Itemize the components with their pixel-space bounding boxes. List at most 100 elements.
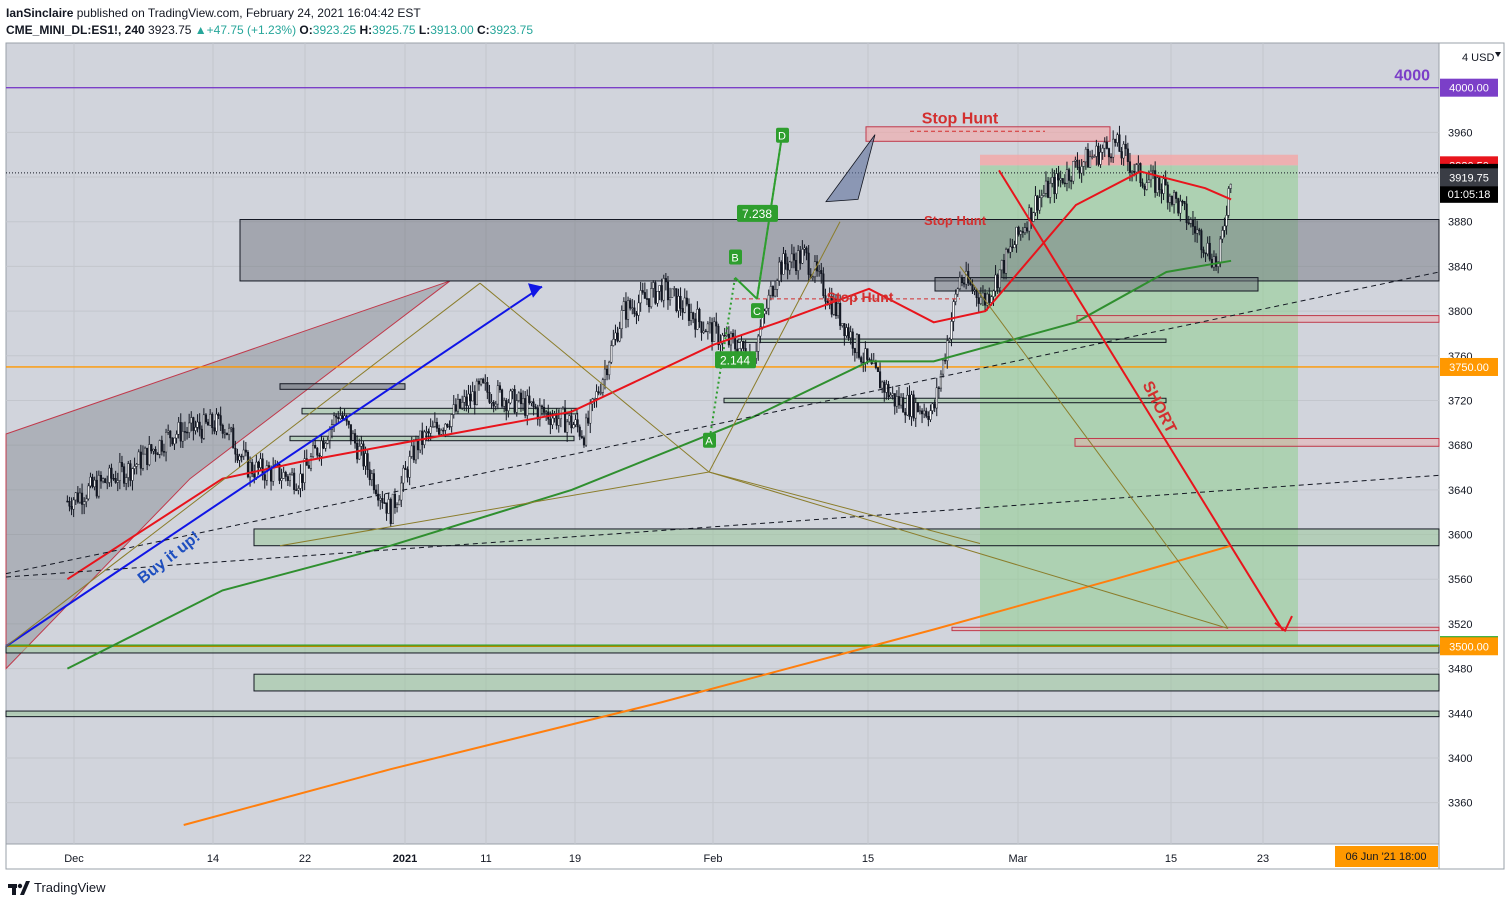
tradingview-logo-icon[interactable]	[8, 880, 30, 895]
candle	[123, 466, 126, 484]
candle	[526, 395, 529, 416]
candle	[1051, 176, 1054, 184]
x-tick-label: 19	[569, 853, 581, 865]
candle	[177, 422, 180, 435]
candle	[131, 468, 134, 481]
high-label: H:	[359, 23, 373, 37]
annotation-label: Stop Hunt	[922, 110, 999, 127]
candle	[891, 393, 894, 396]
candle	[832, 299, 835, 315]
candle	[339, 415, 342, 420]
candle	[641, 290, 644, 293]
candle	[198, 421, 201, 430]
candle	[1101, 147, 1104, 153]
candle	[1135, 164, 1138, 173]
candle	[1084, 148, 1087, 163]
candle	[1194, 226, 1197, 234]
candle	[232, 427, 235, 449]
candle	[446, 423, 449, 427]
y-tick-label: 3640	[1448, 485, 1472, 497]
candle	[893, 393, 896, 407]
triangle-line-d	[708, 471, 981, 544]
candle	[410, 445, 413, 457]
candle	[679, 295, 682, 309]
time-axis[interactable]	[5, 843, 1440, 870]
candle	[935, 387, 938, 409]
candle	[102, 478, 105, 482]
candle	[1030, 207, 1033, 222]
candle	[1189, 219, 1192, 224]
author-name[interactable]: IanSinclaire	[6, 6, 74, 20]
candle	[988, 293, 991, 303]
level-4000-label: 4000	[1394, 68, 1430, 85]
candle	[837, 303, 840, 317]
candle	[545, 411, 548, 414]
candle	[1080, 166, 1083, 174]
candle	[633, 307, 636, 314]
candle	[994, 274, 997, 292]
candle	[179, 422, 182, 442]
candle	[549, 419, 552, 426]
candle	[580, 436, 583, 438]
candle	[702, 330, 705, 333]
candle	[406, 469, 409, 478]
candle	[1047, 180, 1050, 198]
stop-zone	[980, 154, 1298, 166]
x-tick-label: 2021	[393, 853, 417, 865]
candle	[221, 425, 224, 434]
candle	[301, 473, 304, 483]
price-tag-bg	[1440, 637, 1498, 656]
candle	[114, 478, 117, 483]
red-line-zone-1	[1076, 315, 1440, 323]
candle	[973, 289, 976, 292]
candle	[916, 402, 919, 413]
y-tick-label: 3840	[1448, 261, 1472, 273]
candle	[1227, 188, 1230, 216]
candle	[977, 297, 980, 304]
price-change: +47.75 (+1.23%)	[206, 23, 297, 37]
candle	[574, 419, 577, 425]
candle	[414, 438, 418, 461]
x-tick-label: 11	[480, 853, 491, 865]
candle	[513, 389, 516, 413]
footer-brand[interactable]: TradingView	[34, 880, 106, 895]
candle	[1097, 145, 1100, 165]
symbol-label[interactable]: CME_MINI_DL:ES1!, 240	[6, 23, 145, 37]
candle	[1070, 180, 1073, 182]
candle	[654, 282, 657, 304]
candle	[72, 499, 75, 510]
candle	[1219, 238, 1222, 263]
candle	[610, 345, 613, 363]
candle	[85, 498, 88, 502]
candle	[637, 302, 640, 316]
candle	[284, 472, 287, 477]
candle	[954, 293, 957, 302]
candle	[1166, 184, 1169, 203]
candle	[627, 300, 630, 320]
candle	[299, 473, 302, 489]
candle	[769, 286, 772, 296]
candle	[788, 261, 791, 271]
candle	[1143, 185, 1146, 190]
candle	[240, 455, 243, 458]
candle	[76, 492, 79, 503]
candle	[91, 476, 94, 488]
resistance-zone	[239, 219, 1440, 282]
candle	[181, 431, 184, 442]
open-label: O:	[299, 23, 313, 37]
candle	[673, 288, 676, 290]
candle	[790, 253, 793, 263]
price-tag: 3919.75	[1449, 172, 1489, 184]
candle	[1009, 246, 1012, 253]
open-value: 3923.25	[312, 23, 357, 37]
price-tag: 3500.00	[1449, 641, 1489, 653]
candle	[879, 371, 882, 389]
candle	[805, 247, 808, 254]
candle	[1221, 230, 1224, 240]
candle	[1078, 167, 1081, 174]
candle	[685, 297, 688, 305]
candle	[81, 492, 84, 505]
candle	[858, 334, 861, 358]
support-zone-3600	[253, 528, 1440, 547]
